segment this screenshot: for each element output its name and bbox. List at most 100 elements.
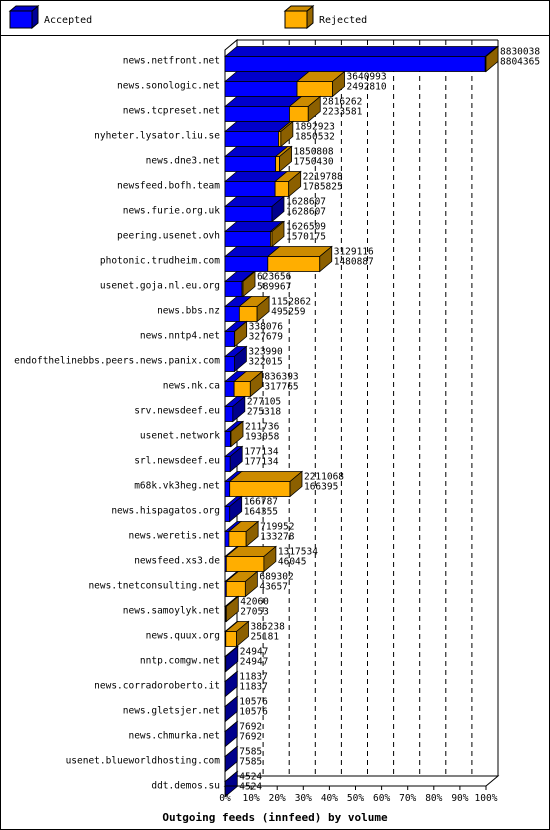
category-label: news.dne3.net xyxy=(146,156,220,167)
bar-side xyxy=(279,145,292,173)
value-label-offered: 323990 xyxy=(248,347,283,358)
value-label-offered: 166787 xyxy=(244,497,278,508)
x-tick-label: 50% xyxy=(347,793,364,804)
value-label-accepted: 7692 xyxy=(239,732,262,743)
bar-side xyxy=(263,545,277,573)
bar-accepted xyxy=(224,231,271,247)
value-label-offered: 338076 xyxy=(249,322,284,333)
bar-side xyxy=(244,570,258,598)
value-label-offered: 689302 xyxy=(259,572,293,583)
category-label: news.samoylyk.net xyxy=(123,606,220,617)
value-label-accepted: 589967 xyxy=(257,282,291,293)
bar-rejected xyxy=(233,381,251,397)
bar-rejected xyxy=(296,81,333,97)
value-label-offered: 836393 xyxy=(264,372,298,383)
value-label-accepted: 166395 xyxy=(304,482,338,493)
bar-side xyxy=(271,220,285,248)
value-label-offered: 11837 xyxy=(239,672,268,683)
value-label-accepted: 1750430 xyxy=(294,157,334,168)
value-label-offered: 385238 xyxy=(250,622,285,633)
value-label-accepted: 1480887 xyxy=(334,257,374,268)
value-label-accepted: 11837 xyxy=(239,682,268,693)
bar-side xyxy=(271,195,285,223)
value-label-offered: 7585 xyxy=(239,747,262,758)
category-label: news.bbs.nz xyxy=(157,306,220,317)
bar-side xyxy=(224,670,238,698)
value-label-accepted: 10576 xyxy=(239,707,268,718)
category-label: nntp.comgw.net xyxy=(140,656,220,667)
bar-side xyxy=(225,645,239,673)
value-label-offered: 623656 xyxy=(257,272,292,283)
bar-rejected xyxy=(225,556,265,572)
x-tick-label: 0% xyxy=(219,793,231,804)
value-label-offered: 10576 xyxy=(239,697,268,708)
category-label: news.tcpreset.net xyxy=(123,106,220,117)
x-tick-label: 70% xyxy=(399,793,416,804)
bar-side xyxy=(229,495,243,523)
value-label-offered: 24947 xyxy=(240,647,269,658)
value-label-offered: 3129116 xyxy=(334,247,374,258)
category-label: nyheter.lysator.liu.se xyxy=(94,131,220,142)
value-label-offered: 1850808 xyxy=(294,147,334,158)
category-label: news.hispagatos.org xyxy=(111,506,220,517)
bar-side xyxy=(307,95,321,123)
category-label: newsfeed.xs3.de xyxy=(134,556,220,567)
category-label: ddt.demos.su xyxy=(151,781,220,792)
x-tick-label: 100% xyxy=(475,793,498,804)
bar-side xyxy=(233,345,247,373)
bar-side xyxy=(224,695,238,723)
category-label: news.gletsjer.net xyxy=(123,706,220,717)
bar-rejected xyxy=(267,256,321,272)
bar-accepted xyxy=(224,406,234,422)
category-label: news.corradoroberto.it xyxy=(94,681,220,692)
bar-side xyxy=(224,720,238,748)
value-label-offered: 1152862 xyxy=(271,297,311,308)
value-label-offered: 719952 xyxy=(260,522,294,533)
bar-side xyxy=(485,45,499,73)
value-label-accepted: 46045 xyxy=(278,557,307,568)
bar-side xyxy=(249,370,263,398)
bar-accepted xyxy=(224,106,290,122)
bar-accepted xyxy=(224,331,235,347)
value-label-accepted: 1735825 xyxy=(303,182,343,193)
value-label-accepted: 2233581 xyxy=(322,107,362,118)
category-label: usenet.blueworldhosting.com xyxy=(66,756,221,767)
value-label-offered: 1628607 xyxy=(286,197,326,208)
bar-side xyxy=(225,595,239,623)
value-label-accepted: 177134 xyxy=(244,457,279,468)
value-label-offered: 1626509 xyxy=(286,222,326,233)
category-label: srl.newsdeef.eu xyxy=(134,456,220,467)
value-label-offered: 7692 xyxy=(239,722,262,733)
chart-title: Outgoing feeds (innfeed) by volume xyxy=(162,811,388,824)
x-tick-label: 20% xyxy=(269,793,286,804)
category-label: news.quux.org xyxy=(146,631,220,642)
bar-side xyxy=(332,70,345,98)
bar-side xyxy=(229,445,243,473)
bar-rejected xyxy=(225,631,237,647)
value-label-offered: 3640993 xyxy=(347,72,387,83)
plot-floor xyxy=(223,775,500,787)
bar-accepted xyxy=(224,206,273,222)
category-label: endofthelinebbs.peers.news.panix.com xyxy=(14,356,220,367)
bar-top-rejected xyxy=(228,471,304,482)
bar-accepted xyxy=(224,506,231,522)
category-label: newsfeed.bofh.team xyxy=(117,181,220,192)
bar-side xyxy=(245,520,259,548)
